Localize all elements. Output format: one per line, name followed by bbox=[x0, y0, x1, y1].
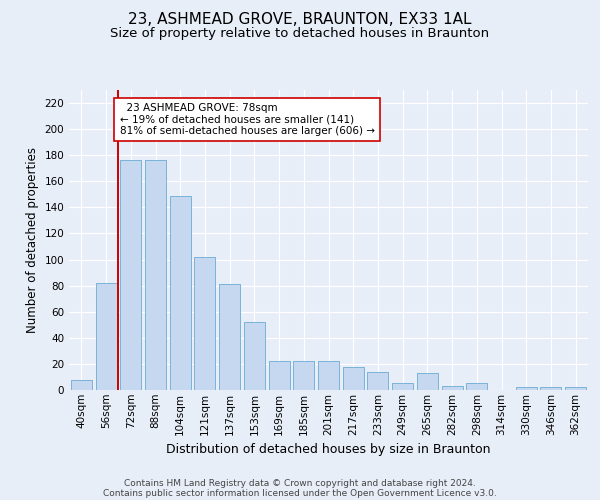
Bar bbox=[170, 196, 191, 390]
Bar bbox=[269, 362, 290, 390]
Bar bbox=[343, 366, 364, 390]
Bar bbox=[145, 160, 166, 390]
Bar bbox=[244, 322, 265, 390]
Y-axis label: Number of detached properties: Number of detached properties bbox=[26, 147, 39, 333]
Text: 23, ASHMEAD GROVE, BRAUNTON, EX33 1AL: 23, ASHMEAD GROVE, BRAUNTON, EX33 1AL bbox=[128, 12, 472, 28]
Bar bbox=[120, 160, 141, 390]
Bar bbox=[318, 362, 339, 390]
Bar bbox=[367, 372, 388, 390]
Bar bbox=[95, 283, 116, 390]
Bar bbox=[219, 284, 240, 390]
Bar bbox=[442, 386, 463, 390]
Bar bbox=[293, 362, 314, 390]
Bar bbox=[71, 380, 92, 390]
Bar bbox=[417, 373, 438, 390]
Bar bbox=[565, 388, 586, 390]
Text: Contains HM Land Registry data © Crown copyright and database right 2024.: Contains HM Land Registry data © Crown c… bbox=[124, 478, 476, 488]
Bar bbox=[541, 388, 562, 390]
X-axis label: Distribution of detached houses by size in Braunton: Distribution of detached houses by size … bbox=[166, 443, 491, 456]
Text: Size of property relative to detached houses in Braunton: Size of property relative to detached ho… bbox=[110, 28, 490, 40]
Text: 23 ASHMEAD GROVE: 78sqm
← 19% of detached houses are smaller (141)
81% of semi-d: 23 ASHMEAD GROVE: 78sqm ← 19% of detache… bbox=[119, 103, 374, 136]
Bar bbox=[194, 257, 215, 390]
Bar bbox=[466, 384, 487, 390]
Text: Contains public sector information licensed under the Open Government Licence v3: Contains public sector information licen… bbox=[103, 488, 497, 498]
Bar bbox=[392, 384, 413, 390]
Bar bbox=[516, 388, 537, 390]
